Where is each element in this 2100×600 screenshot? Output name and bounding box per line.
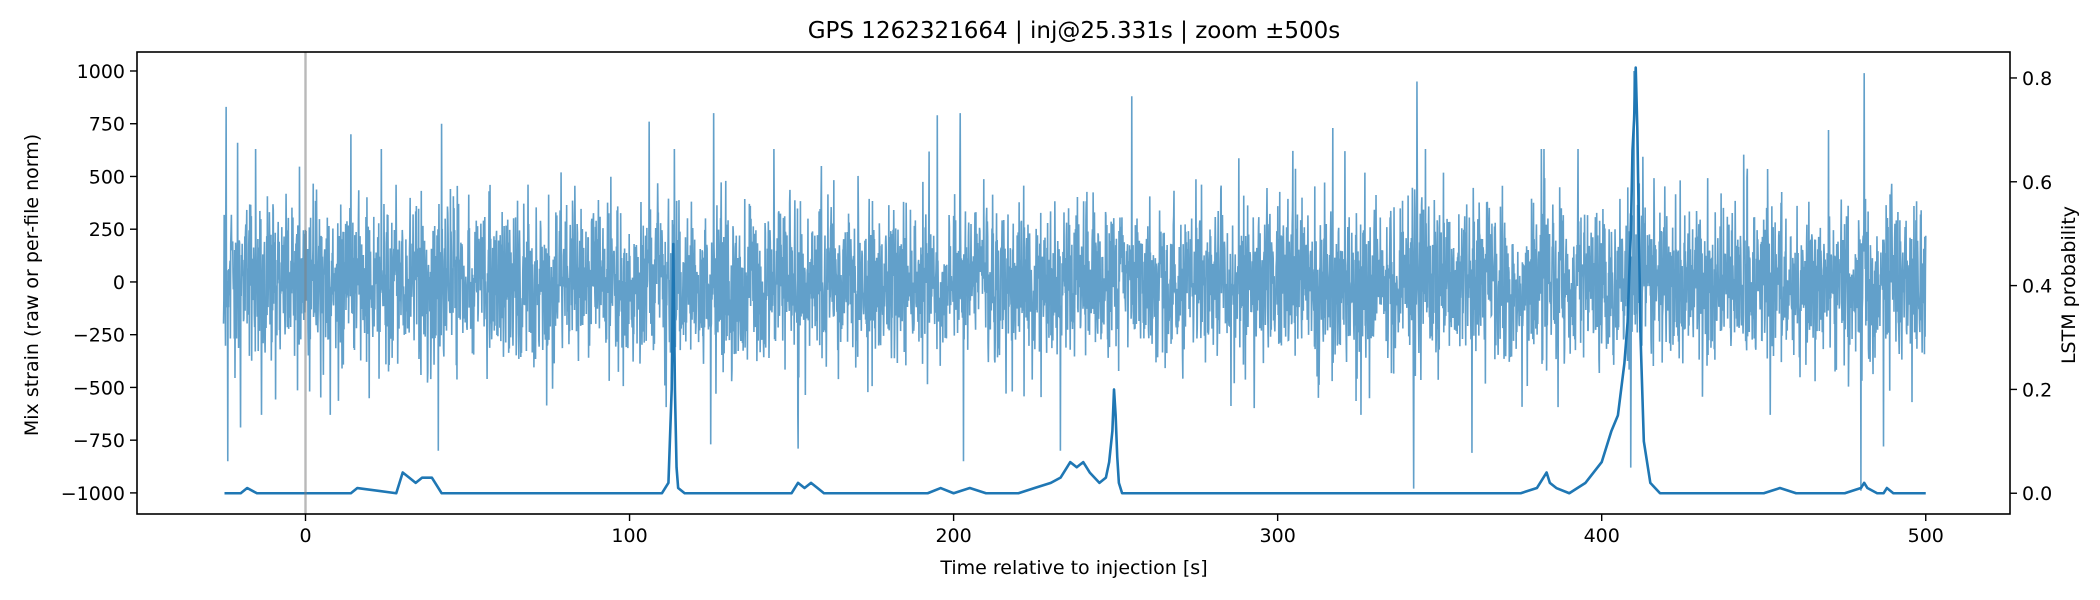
y-right-tick-label: 0.6 [2022, 172, 2052, 194]
y-right-tick-label: 0.2 [2022, 379, 2052, 401]
y-left-tick-label: −250 [73, 325, 125, 347]
y-left-tick-label: −500 [73, 377, 125, 399]
lstm-probability-line [224, 66, 1926, 495]
x-tick-label: 0 [299, 525, 311, 547]
plot-frame [136, 51, 2011, 515]
y-right-axis-label: LSTM probability [2058, 206, 2080, 364]
y-right-tick-label: 0.4 [2022, 276, 2052, 298]
x-tick-label: 300 [1260, 525, 1296, 547]
y-left-tick-label: 750 [89, 114, 125, 136]
x-tick-label: 200 [935, 525, 971, 547]
lstm-series [224, 66, 1926, 495]
y-left-tick-label: 250 [89, 219, 125, 241]
y-right-tick-label: 0.0 [2022, 483, 2052, 505]
y-right-axis: 0.8 0.6 0.4 0.2 0.0 [2010, 68, 2052, 505]
y-left-tick-label: 0 [113, 272, 125, 294]
y-left-tick-label: 500 [89, 166, 125, 188]
y-right-tick-label: 0.8 [2022, 68, 2052, 90]
x-tick-label: 100 [611, 525, 647, 547]
strain-line [222, 70, 1927, 491]
y-left-tick-label: −1000 [61, 483, 125, 505]
y-left-tick-label: 1000 [77, 61, 125, 83]
strain-series [222, 70, 1927, 491]
x-axis: 0 100 200 300 400 500 [299, 514, 1944, 547]
y-left-tick-label: −750 [73, 430, 125, 452]
x-axis-label: Time relative to injection [s] [939, 557, 1207, 579]
x-tick-label: 400 [1584, 525, 1620, 547]
y-left-axis-label: Mix strain (raw or per-file norm) [21, 134, 43, 436]
chart-title: GPS 1262321664 | inj@25.331s | zoom ±500… [808, 18, 1341, 44]
y-left-axis: 1000 750 500 250 0 −250 −500 −750 −1000 [61, 61, 137, 505]
x-tick-label: 500 [1908, 525, 1944, 547]
